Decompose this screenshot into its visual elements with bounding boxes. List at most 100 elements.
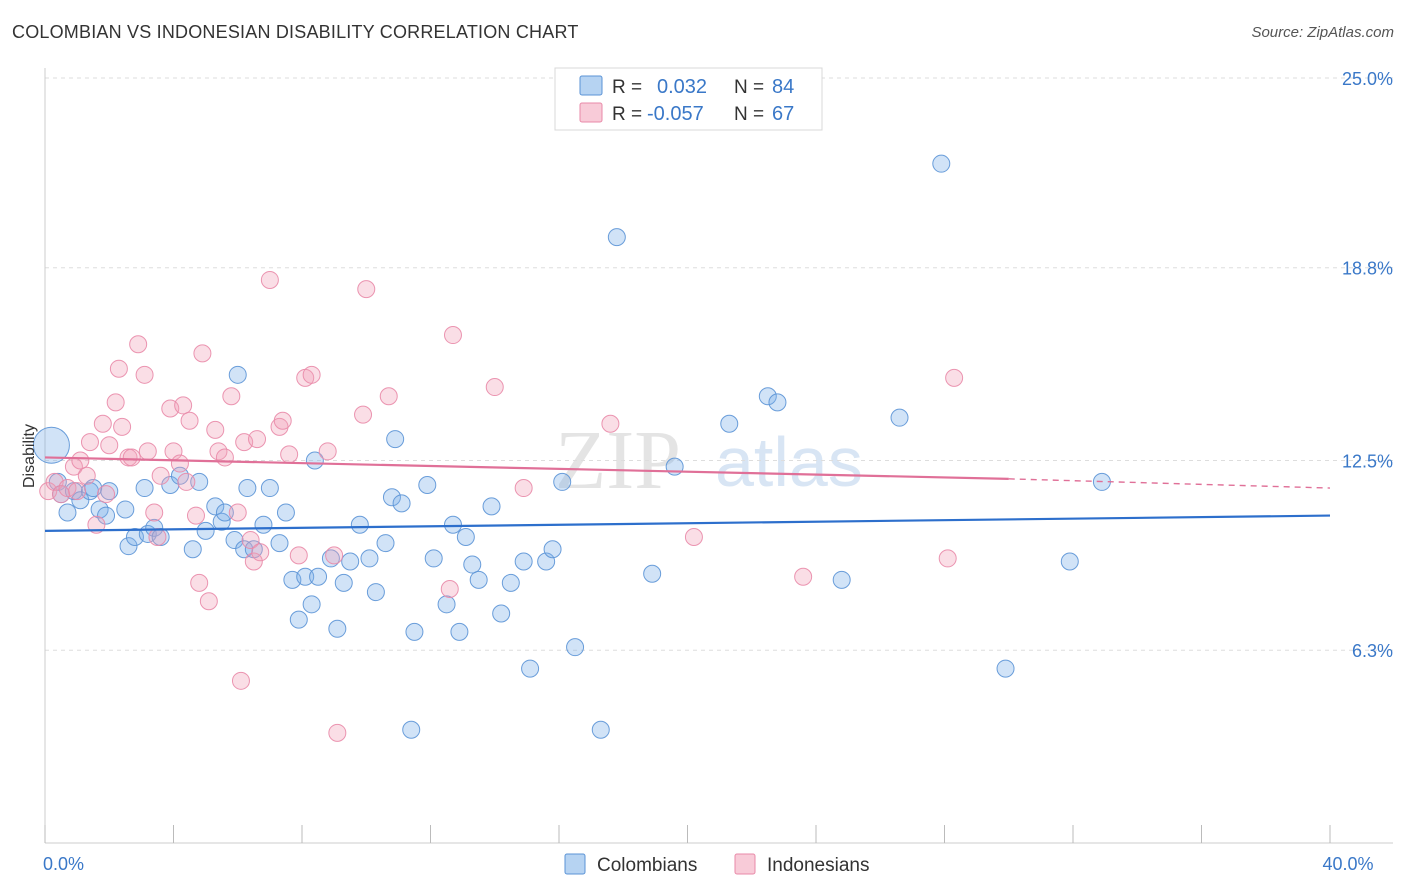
colombians-point bbox=[566, 638, 585, 657]
colombians-point bbox=[289, 610, 308, 629]
indonesians-point bbox=[684, 528, 703, 546]
colombians-point bbox=[553, 472, 572, 491]
indonesians-point bbox=[945, 368, 964, 387]
colombians-point bbox=[376, 534, 395, 553]
indonesians-point bbox=[379, 387, 398, 406]
colombians-point bbox=[443, 515, 462, 534]
colombians-point bbox=[228, 365, 247, 384]
colombians-point bbox=[456, 528, 475, 546]
colombians-point bbox=[119, 537, 138, 556]
colombians-point bbox=[832, 570, 851, 589]
colombians-trend-line bbox=[44, 514, 1331, 532]
stat-r-value-colombians: 0.032 bbox=[657, 76, 707, 98]
indonesians-point bbox=[357, 280, 376, 299]
colombians-point bbox=[424, 549, 443, 568]
axes: 6.3% 12.5% 18.8% 25.0% 0.0% 40.0% bbox=[43, 68, 1393, 874]
indonesians-point bbox=[138, 442, 157, 461]
colombians-point bbox=[254, 515, 273, 534]
indonesians-point bbox=[215, 448, 234, 467]
colombians-point bbox=[309, 567, 328, 586]
colombians-point bbox=[405, 622, 424, 641]
indonesians-point bbox=[174, 396, 193, 415]
colombians-point bbox=[296, 567, 315, 586]
y-tick-label: 6.3% bbox=[1352, 641, 1393, 661]
colombians-point bbox=[501, 573, 520, 592]
indonesians-swatch bbox=[579, 102, 603, 123]
indonesians-point bbox=[170, 454, 189, 473]
legend-label-colombians: Colombians bbox=[597, 855, 697, 876]
indonesians-point bbox=[58, 479, 77, 498]
colombians-point bbox=[321, 549, 340, 568]
y-tick-label: 25.0% bbox=[1342, 69, 1393, 89]
indonesians-trend-extension bbox=[1008, 478, 1331, 489]
colombians-point bbox=[469, 570, 488, 589]
indonesians-point bbox=[151, 466, 170, 485]
colombians-point bbox=[543, 540, 562, 559]
colombians-point bbox=[116, 500, 135, 519]
indonesians-point bbox=[177, 472, 196, 491]
indonesians-point bbox=[93, 414, 112, 433]
colombians-point bbox=[260, 479, 279, 498]
colombians-point bbox=[437, 595, 456, 614]
stat-n-value-colombians: 84 bbox=[772, 76, 794, 98]
indonesians-point bbox=[440, 580, 459, 599]
colombians-point bbox=[302, 595, 321, 614]
indonesians-point bbox=[222, 387, 241, 406]
indonesians-point bbox=[68, 482, 87, 501]
stats-legend: R = 0.032 N = 84 R = -0.057 N = 67 bbox=[554, 67, 823, 131]
indonesians-point bbox=[122, 448, 141, 467]
indonesians-point bbox=[148, 528, 167, 546]
colombians-point bbox=[334, 573, 353, 592]
stat-r-label-colombians: R = bbox=[612, 77, 642, 98]
colombians-point bbox=[58, 503, 77, 522]
colombians-point bbox=[521, 659, 540, 678]
colombians-point bbox=[768, 393, 787, 412]
colombians-point bbox=[492, 604, 511, 623]
indonesians-point bbox=[97, 485, 116, 504]
stat-n-label-indonesians: N = bbox=[734, 104, 764, 125]
indonesians-point bbox=[106, 393, 125, 412]
colombians-point bbox=[135, 479, 154, 498]
colombians-point bbox=[402, 720, 421, 739]
indonesians-point bbox=[180, 411, 199, 430]
indonesians-point bbox=[109, 359, 128, 378]
colombians-point bbox=[1060, 552, 1079, 571]
indonesians-point bbox=[186, 506, 205, 525]
indonesians-point bbox=[241, 531, 260, 550]
stat-r-value-indonesians: -0.057 bbox=[647, 103, 704, 125]
indonesians-point bbox=[199, 592, 218, 611]
stat-n-label-colombians: N = bbox=[734, 77, 764, 98]
indonesians-point bbox=[794, 567, 813, 586]
colombians-point bbox=[366, 583, 385, 602]
indonesians-point bbox=[190, 573, 209, 592]
colombians-point bbox=[890, 408, 909, 427]
colombians-point bbox=[758, 387, 777, 406]
colombians-point bbox=[215, 503, 234, 522]
colombians-point bbox=[183, 540, 202, 559]
source-credit: Source: ZipAtlas.com bbox=[1251, 24, 1394, 41]
indonesians-point bbox=[289, 546, 308, 565]
colombians-point bbox=[932, 154, 951, 173]
indonesians-point bbox=[514, 479, 533, 498]
colombians-point bbox=[382, 488, 401, 507]
y-tick-label: 18.8% bbox=[1342, 259, 1393, 279]
indonesians-point bbox=[248, 430, 267, 449]
colombians-point bbox=[270, 534, 289, 553]
colombians-point bbox=[97, 506, 116, 525]
colombians-point bbox=[360, 549, 379, 568]
colombians-point bbox=[482, 497, 501, 516]
indonesians-point bbox=[938, 549, 957, 568]
indonesians-point bbox=[318, 442, 337, 461]
colombians-point bbox=[238, 479, 257, 498]
indonesians-point bbox=[228, 503, 247, 522]
colombians-point bbox=[720, 414, 739, 433]
indonesians-point bbox=[354, 405, 373, 424]
stat-r-label-indonesians: R = bbox=[612, 104, 642, 125]
indonesians-point bbox=[71, 451, 90, 470]
colombians-point bbox=[328, 619, 347, 638]
indonesians-point bbox=[485, 378, 504, 397]
legend-swatch-indonesians bbox=[734, 853, 756, 875]
indonesians-point bbox=[100, 436, 119, 455]
x-tick-label: 40.0% bbox=[1322, 854, 1373, 874]
